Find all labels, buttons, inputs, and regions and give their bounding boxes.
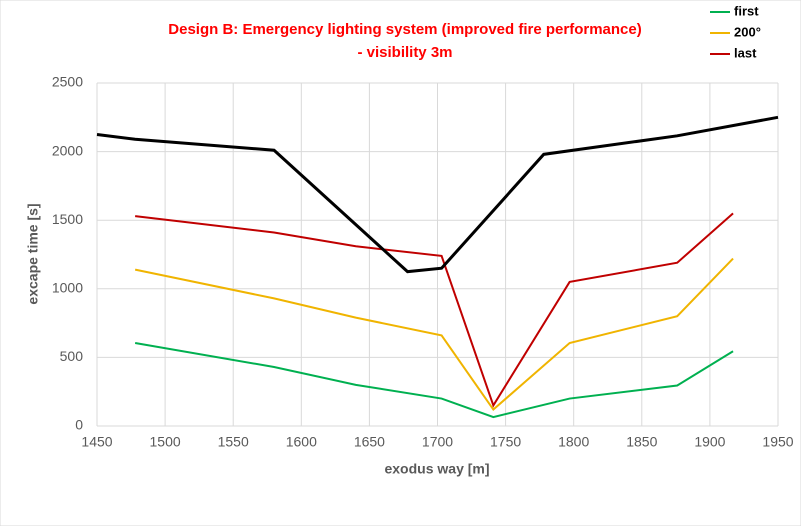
x-tick-label: 1550 <box>218 434 249 450</box>
x-tick-label: 1950 <box>762 434 793 450</box>
series-line <box>96 115 779 274</box>
x-tick-label: 1850 <box>626 434 657 450</box>
y-tick-label: 1500 <box>52 211 83 227</box>
y-axis-title: excape time [s] <box>25 203 41 304</box>
x-tick-label: 1800 <box>558 434 589 450</box>
series-line <box>134 342 734 419</box>
x-tick-label: 1900 <box>694 434 725 450</box>
x-tick-label: 1650 <box>354 434 385 450</box>
y-tick-label: 2500 <box>52 74 83 90</box>
x-axis-title: exodus way [m] <box>384 461 489 477</box>
y-tick-label: 2000 <box>52 142 83 158</box>
chart-title: Design B: Emergency lighting system (imp… <box>168 21 641 38</box>
legend-label: last <box>734 45 757 60</box>
series-line <box>135 212 734 408</box>
x-tick-label: 1600 <box>286 434 317 450</box>
series-line <box>134 257 734 412</box>
y-tick-label: 0 <box>75 417 83 433</box>
legend-label: first <box>734 3 759 18</box>
y-tick-label: 500 <box>60 348 84 364</box>
x-tick-label: 1700 <box>422 434 453 450</box>
y-tick-label: 1000 <box>52 280 83 296</box>
legend-label: 200° <box>734 24 761 39</box>
x-tick-label: 1450 <box>81 434 112 450</box>
chart-subtitle: - visibility 3m <box>357 44 452 61</box>
x-tick-label: 1750 <box>490 434 521 450</box>
x-tick-label: 1500 <box>150 434 181 450</box>
